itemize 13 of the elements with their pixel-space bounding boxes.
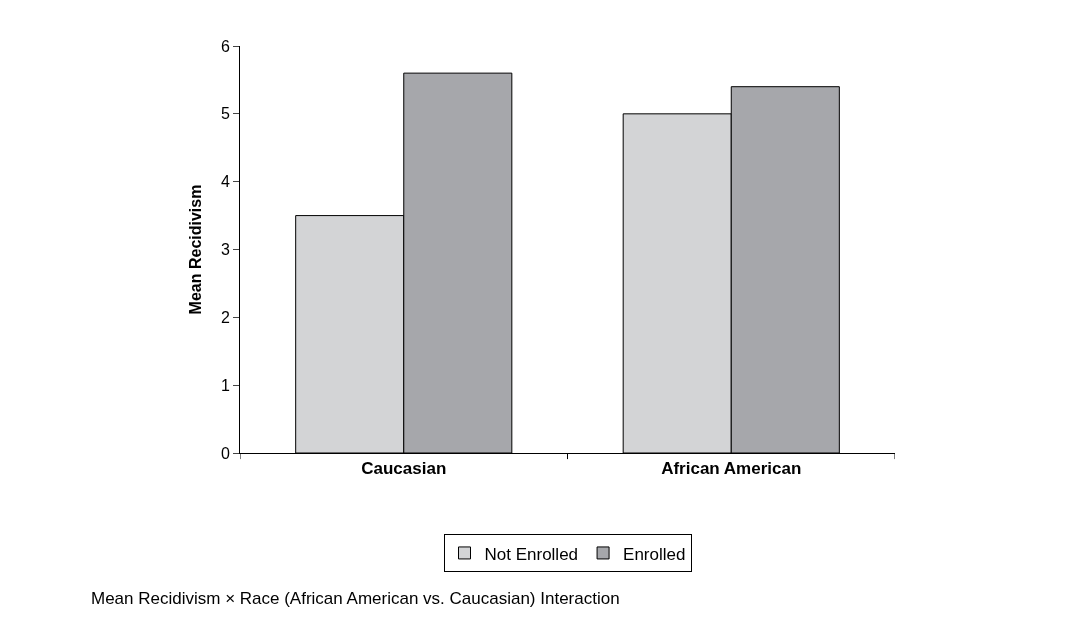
- y-axis-title: Mean Recidivism: [186, 184, 204, 315]
- y-tick-label: 4: [220, 173, 230, 191]
- y-tick-label: 2: [220, 308, 230, 326]
- y-tick-label: 3: [220, 241, 230, 259]
- legend-label: Not Enrolled: [484, 544, 579, 564]
- x-tick-label: Caucasian: [361, 459, 447, 479]
- y-tick-label: 0: [220, 444, 230, 462]
- y-tick-label: 1: [220, 376, 230, 394]
- text: Mean Recidivism × Race (African American vs. Caucasian) Interaction: [91, 589, 620, 608]
- x-tick-label: African American: [661, 459, 802, 479]
- y-tick-label: 6: [220, 37, 230, 55]
- y-tick-label: 5: [220, 105, 230, 123]
- legend-label: Enrolled: [623, 544, 686, 564]
